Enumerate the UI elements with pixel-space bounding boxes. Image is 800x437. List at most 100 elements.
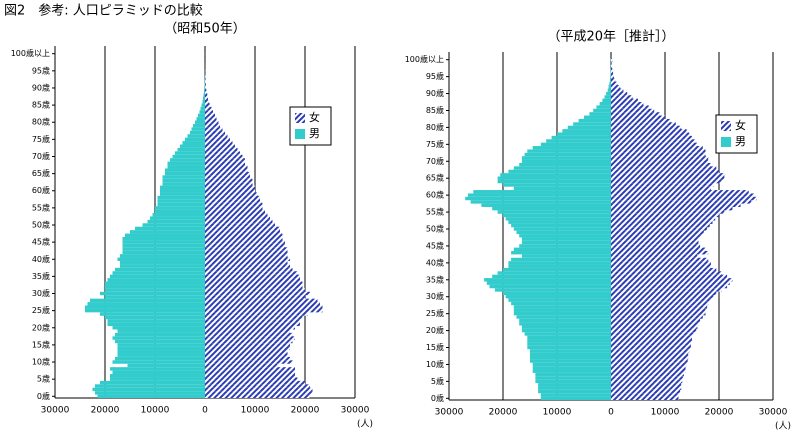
y-tick-label: 0歳 <box>37 391 50 401</box>
bar <box>508 169 611 174</box>
bar <box>611 196 757 201</box>
chart-title: （昭和50年） <box>164 22 246 37</box>
bar <box>611 386 682 390</box>
bar <box>611 179 722 184</box>
bar <box>110 274 205 279</box>
bar <box>611 156 709 160</box>
bar <box>611 240 699 245</box>
bar <box>578 118 611 123</box>
bar <box>205 387 313 392</box>
bar <box>205 86 207 90</box>
bar <box>511 223 611 228</box>
bar <box>205 141 233 145</box>
bar <box>497 176 611 180</box>
bar <box>611 152 706 157</box>
bar <box>205 213 268 217</box>
bar <box>205 391 313 395</box>
bar <box>494 288 611 292</box>
bar <box>107 278 205 282</box>
bar <box>611 58 613 62</box>
bar <box>160 189 205 193</box>
bar <box>205 206 263 210</box>
bar <box>505 217 611 221</box>
bar <box>205 281 303 285</box>
x-tick-label: 10000 <box>141 406 170 416</box>
bar <box>562 129 611 133</box>
bar <box>611 112 660 116</box>
bar <box>503 267 611 272</box>
bar <box>519 244 611 248</box>
bar <box>546 139 611 143</box>
bar <box>513 311 611 316</box>
y-tick-label: 25歳 <box>32 305 50 315</box>
bar <box>611 271 722 275</box>
bar <box>513 186 611 191</box>
y-tick-label: 35歳 <box>32 271 50 281</box>
bar <box>95 391 205 395</box>
bar <box>135 226 205 231</box>
y-tick-label: 40歳 <box>426 257 444 267</box>
bar <box>205 123 220 128</box>
bar <box>470 200 611 204</box>
bar <box>611 74 614 79</box>
bar <box>205 278 300 282</box>
bar <box>521 156 611 160</box>
bar <box>611 108 655 113</box>
bar <box>112 326 205 330</box>
bar <box>127 363 205 368</box>
bar <box>205 192 258 196</box>
bar <box>611 372 684 377</box>
bar <box>611 78 616 82</box>
bar <box>611 146 703 150</box>
bar <box>611 308 706 312</box>
bar <box>611 355 689 360</box>
bar <box>193 123 205 128</box>
legend-label: 男 <box>735 135 746 148</box>
bar <box>611 105 649 109</box>
bar <box>503 183 611 187</box>
bar <box>521 237 611 241</box>
bar <box>205 312 308 316</box>
bar <box>205 110 213 114</box>
bar <box>611 352 689 356</box>
bar <box>481 203 611 207</box>
bar <box>105 315 205 320</box>
bar <box>611 281 730 285</box>
bar <box>87 302 205 306</box>
bar <box>205 117 217 121</box>
bar <box>205 158 245 162</box>
bar <box>611 389 681 394</box>
bar <box>519 322 611 326</box>
bar <box>606 91 611 96</box>
bar <box>205 336 295 340</box>
x-tick-label: 30000 <box>759 408 788 418</box>
y-tick-label: 100歳以上 <box>405 54 444 64</box>
bar <box>205 298 318 303</box>
bar <box>611 230 704 235</box>
bar <box>117 346 205 351</box>
bar <box>205 236 283 241</box>
bar <box>155 209 205 214</box>
bar <box>200 106 205 111</box>
bar <box>521 240 611 245</box>
bar <box>593 108 611 113</box>
bar <box>205 113 215 118</box>
bar <box>205 367 295 371</box>
bar <box>611 118 671 123</box>
bar <box>100 380 205 385</box>
bar <box>508 261 611 265</box>
bar <box>516 315 611 319</box>
bar <box>538 389 611 394</box>
legend-swatch <box>295 129 305 139</box>
y-tick-label: 25歳 <box>426 308 444 318</box>
bar <box>611 237 699 241</box>
bar <box>611 149 706 153</box>
bar <box>538 383 611 387</box>
bar <box>557 132 611 136</box>
bar <box>205 99 209 104</box>
bar <box>167 161 205 166</box>
bar <box>195 120 205 124</box>
bar <box>204 86 205 90</box>
bar <box>205 219 273 224</box>
bar <box>165 171 205 176</box>
